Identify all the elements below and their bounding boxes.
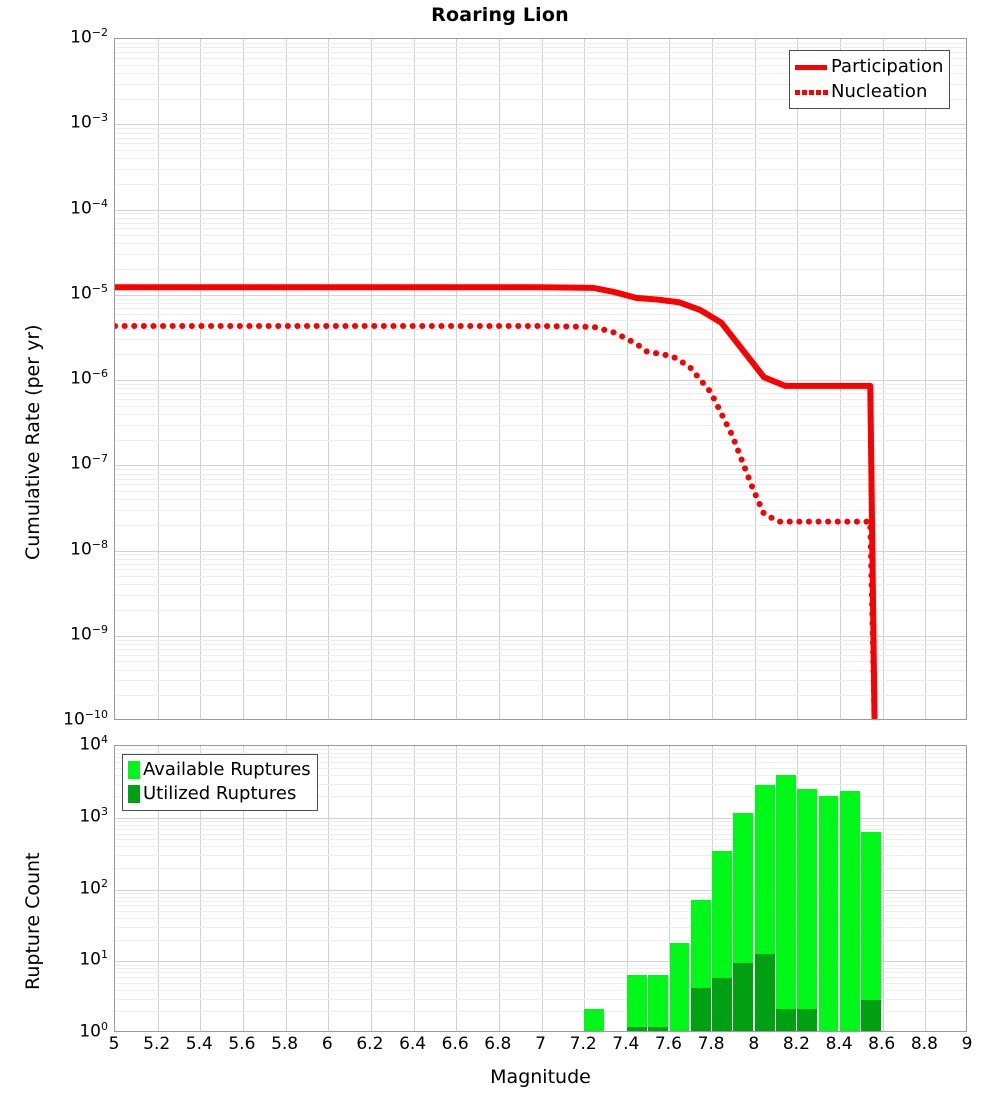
x-tick-14: 7.8 <box>697 1034 725 1054</box>
x-tick-2: 5.4 <box>185 1034 213 1054</box>
y-tick-top-0: 10−2 <box>70 25 108 48</box>
y-tick-bottom-2: 102 <box>79 876 108 898</box>
swatch-utilized-icon <box>128 785 140 803</box>
x-tick-10: 7 <box>535 1034 546 1054</box>
curve-participation <box>115 287 875 719</box>
bar-available <box>797 788 818 1031</box>
x-tick-8: 6.6 <box>441 1034 469 1054</box>
x-tick-4: 5.8 <box>271 1034 299 1054</box>
bar-utilized <box>733 962 754 1031</box>
y-tick-top-8: 10−10 <box>63 707 108 730</box>
line-solid-icon <box>795 58 827 76</box>
y-tick-bottom-1: 103 <box>79 804 108 827</box>
cumulative-rate-plot <box>114 38 967 720</box>
x-tick-7: 6.4 <box>399 1034 427 1054</box>
legend-label-nucleation: Nucleation <box>831 80 928 102</box>
bar-utilized <box>626 1026 647 1031</box>
bar-available <box>818 795 839 1031</box>
legend-item-participation[interactable]: Participation <box>795 54 943 79</box>
bar-available <box>861 831 882 1031</box>
x-tick-20: 9 <box>961 1034 973 1054</box>
bar-available <box>840 791 860 1031</box>
x-tick-12: 7.4 <box>612 1034 640 1054</box>
x-tick-15: 8 <box>748 1034 760 1054</box>
y-axis-label-bottom: Rupture Count <box>22 852 44 991</box>
bar-utilized <box>712 977 732 1031</box>
x-tick-0: 5 <box>108 1034 120 1054</box>
bar-available <box>584 1009 604 1031</box>
x-tick-1: 5.2 <box>143 1034 171 1054</box>
legend-item-utilized[interactable]: Utilized Ruptures <box>128 782 311 806</box>
bar-available <box>626 975 647 1031</box>
x-tick-16: 8.2 <box>782 1034 810 1054</box>
legend-item-nucleation[interactable]: Nucleation <box>795 79 943 104</box>
curve-nucleation <box>115 326 875 719</box>
x-tick-19: 8.8 <box>910 1034 938 1054</box>
y-tick-bottom-0: 104 <box>79 732 108 755</box>
y-tick-top-7: 10−9 <box>70 622 108 645</box>
y-axis-label-top: Cumulative Rate (per yr) <box>22 324 44 560</box>
y-tick-bottom-3: 101 <box>79 948 108 970</box>
legend-label-available: Available Ruptures <box>143 759 311 780</box>
y-tick-top-1: 10−3 <box>70 111 108 133</box>
x-tick-11: 7.2 <box>569 1034 597 1054</box>
bar-utilized <box>797 1009 818 1031</box>
swatch-available-icon <box>128 761 140 779</box>
x-axis-label: Magnitude <box>490 1066 591 1088</box>
x-tick-13: 7.6 <box>654 1034 682 1054</box>
x-tick-9: 6.8 <box>484 1034 512 1054</box>
x-tick-18: 8.6 <box>868 1034 896 1054</box>
rupture-bars <box>115 746 966 1031</box>
bar-utilized <box>861 1000 882 1031</box>
line-dotted-icon <box>795 83 828 101</box>
y-tick-top-4: 10−6 <box>70 366 108 389</box>
mfd-curves <box>115 39 966 719</box>
bar-utilized <box>690 987 711 1031</box>
x-tick-5: 6 <box>321 1034 333 1054</box>
bar-available <box>648 975 668 1031</box>
x-tick-17: 8.4 <box>825 1034 853 1054</box>
y-tick-top-6: 10−8 <box>70 537 108 559</box>
legend-label-participation: Participation <box>831 55 944 77</box>
y-tick-top-3: 10−5 <box>70 281 108 304</box>
x-tick-6: 6.2 <box>356 1034 384 1054</box>
y-tick-top-2: 10−4 <box>70 196 108 218</box>
bar-available <box>776 775 796 1031</box>
legend-curves: Participation Nucleation <box>789 50 951 109</box>
x-tick-3: 5.6 <box>228 1034 256 1054</box>
chart-title: Roaring Lion <box>431 4 569 26</box>
bar-available <box>669 942 690 1031</box>
legend-bars: Available Ruptures Utilized Ruptures <box>122 754 318 811</box>
y-tick-top-5: 10−7 <box>70 452 108 474</box>
bar-utilized <box>754 953 775 1031</box>
y-tick-bottom-4: 100 <box>79 1019 108 1042</box>
y-axis-ticks-top: 10−2 10−3 10−4 10−5 10−6 10−7 10−8 10−9 10−10 104… <box>0 0 108 1100</box>
legend-label-utilized: Utilized Ruptures <box>143 783 297 804</box>
bar-utilized <box>776 1009 796 1031</box>
gridlines-top <box>115 39 966 719</box>
legend-item-available[interactable]: Available Ruptures <box>128 758 311 782</box>
bar-utilized <box>648 1026 668 1031</box>
